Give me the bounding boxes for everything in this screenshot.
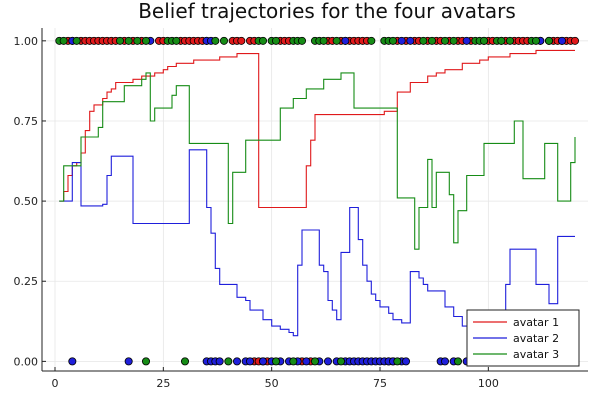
legend-label-3: avatar 3 (513, 348, 559, 361)
green-point-top (367, 36, 376, 45)
green-point-top (116, 36, 125, 45)
green-point-top (211, 36, 220, 45)
green-point-top (479, 36, 488, 45)
y-tick-label: 1.00 (14, 35, 39, 48)
axes-layer: 0 25 50 75 100 0.00 0.25 0.50 0.75 1.00 (14, 28, 588, 390)
x-tick-label: 75 (373, 377, 387, 390)
green-point-top (141, 36, 150, 45)
green-point-bottom (141, 357, 150, 366)
series-line-1 (59, 49, 575, 209)
blue-point-top (462, 36, 471, 45)
red-point-top (237, 36, 246, 45)
series-line-2 (59, 149, 575, 337)
green-point-bottom (336, 357, 345, 366)
legend: avatar 1 avatar 2 avatar 3 (466, 309, 580, 367)
blue-point-bottom (302, 357, 311, 366)
green-point-bottom (393, 357, 402, 366)
green-point-bottom (271, 357, 280, 366)
green-point-top (545, 36, 554, 45)
y-tick-label: 0.00 (14, 355, 39, 368)
x-tick-label: 100 (478, 377, 499, 390)
green-point-top (449, 36, 458, 45)
green-point-top (271, 36, 280, 45)
blue-point-bottom (215, 357, 224, 366)
x-tick-label: 50 (265, 377, 279, 390)
green-point-bottom (453, 357, 462, 366)
blue-point-top (397, 36, 406, 45)
green-point-top (72, 36, 81, 45)
green-point-top (319, 36, 328, 45)
green-point-top (258, 36, 267, 45)
blue-point-top (558, 36, 567, 45)
green-point-bottom (224, 357, 233, 366)
blue-point-bottom (323, 357, 332, 366)
green-point-top (532, 36, 541, 45)
green-point-top (124, 36, 133, 45)
blue-point-bottom (124, 357, 133, 366)
green-point-top (133, 36, 142, 45)
green-point-top (497, 36, 506, 45)
green-point-top (427, 36, 436, 45)
green-point-top (219, 36, 228, 45)
green-point-top (332, 36, 341, 45)
green-point-bottom (310, 357, 319, 366)
green-point-top (172, 36, 181, 45)
green-point-top (297, 36, 306, 45)
green-point-top (388, 36, 397, 45)
blue-point-bottom (68, 357, 77, 366)
green-point-top (440, 36, 449, 45)
red-point-top (571, 36, 580, 45)
x-tick-label: 0 (52, 377, 59, 390)
blue-point-bottom (258, 357, 267, 366)
series-line-3 (59, 72, 576, 250)
legend-label-1: avatar 1 (513, 316, 559, 329)
legend-label-2: avatar 2 (513, 332, 559, 345)
chart-title: Belief trajectories for the four avatars (138, 0, 516, 23)
y-tick-label: 0.25 (14, 275, 39, 288)
blue-point-bottom (401, 357, 410, 366)
green-point-top (59, 36, 68, 45)
series-layer (59, 49, 576, 337)
green-point-bottom (180, 357, 189, 366)
green-point-top (419, 36, 428, 45)
blue-point-bottom (245, 357, 254, 366)
blue-point-bottom (440, 357, 449, 366)
green-point-top (505, 36, 514, 45)
blue-point-top (406, 36, 415, 45)
blue-point-top (341, 36, 350, 45)
x-tick-label: 25 (156, 377, 170, 390)
green-point-bottom (289, 357, 298, 366)
y-tick-label: 0.50 (14, 195, 39, 208)
blue-point-bottom (232, 357, 241, 366)
y-tick-label: 0.75 (14, 115, 39, 128)
